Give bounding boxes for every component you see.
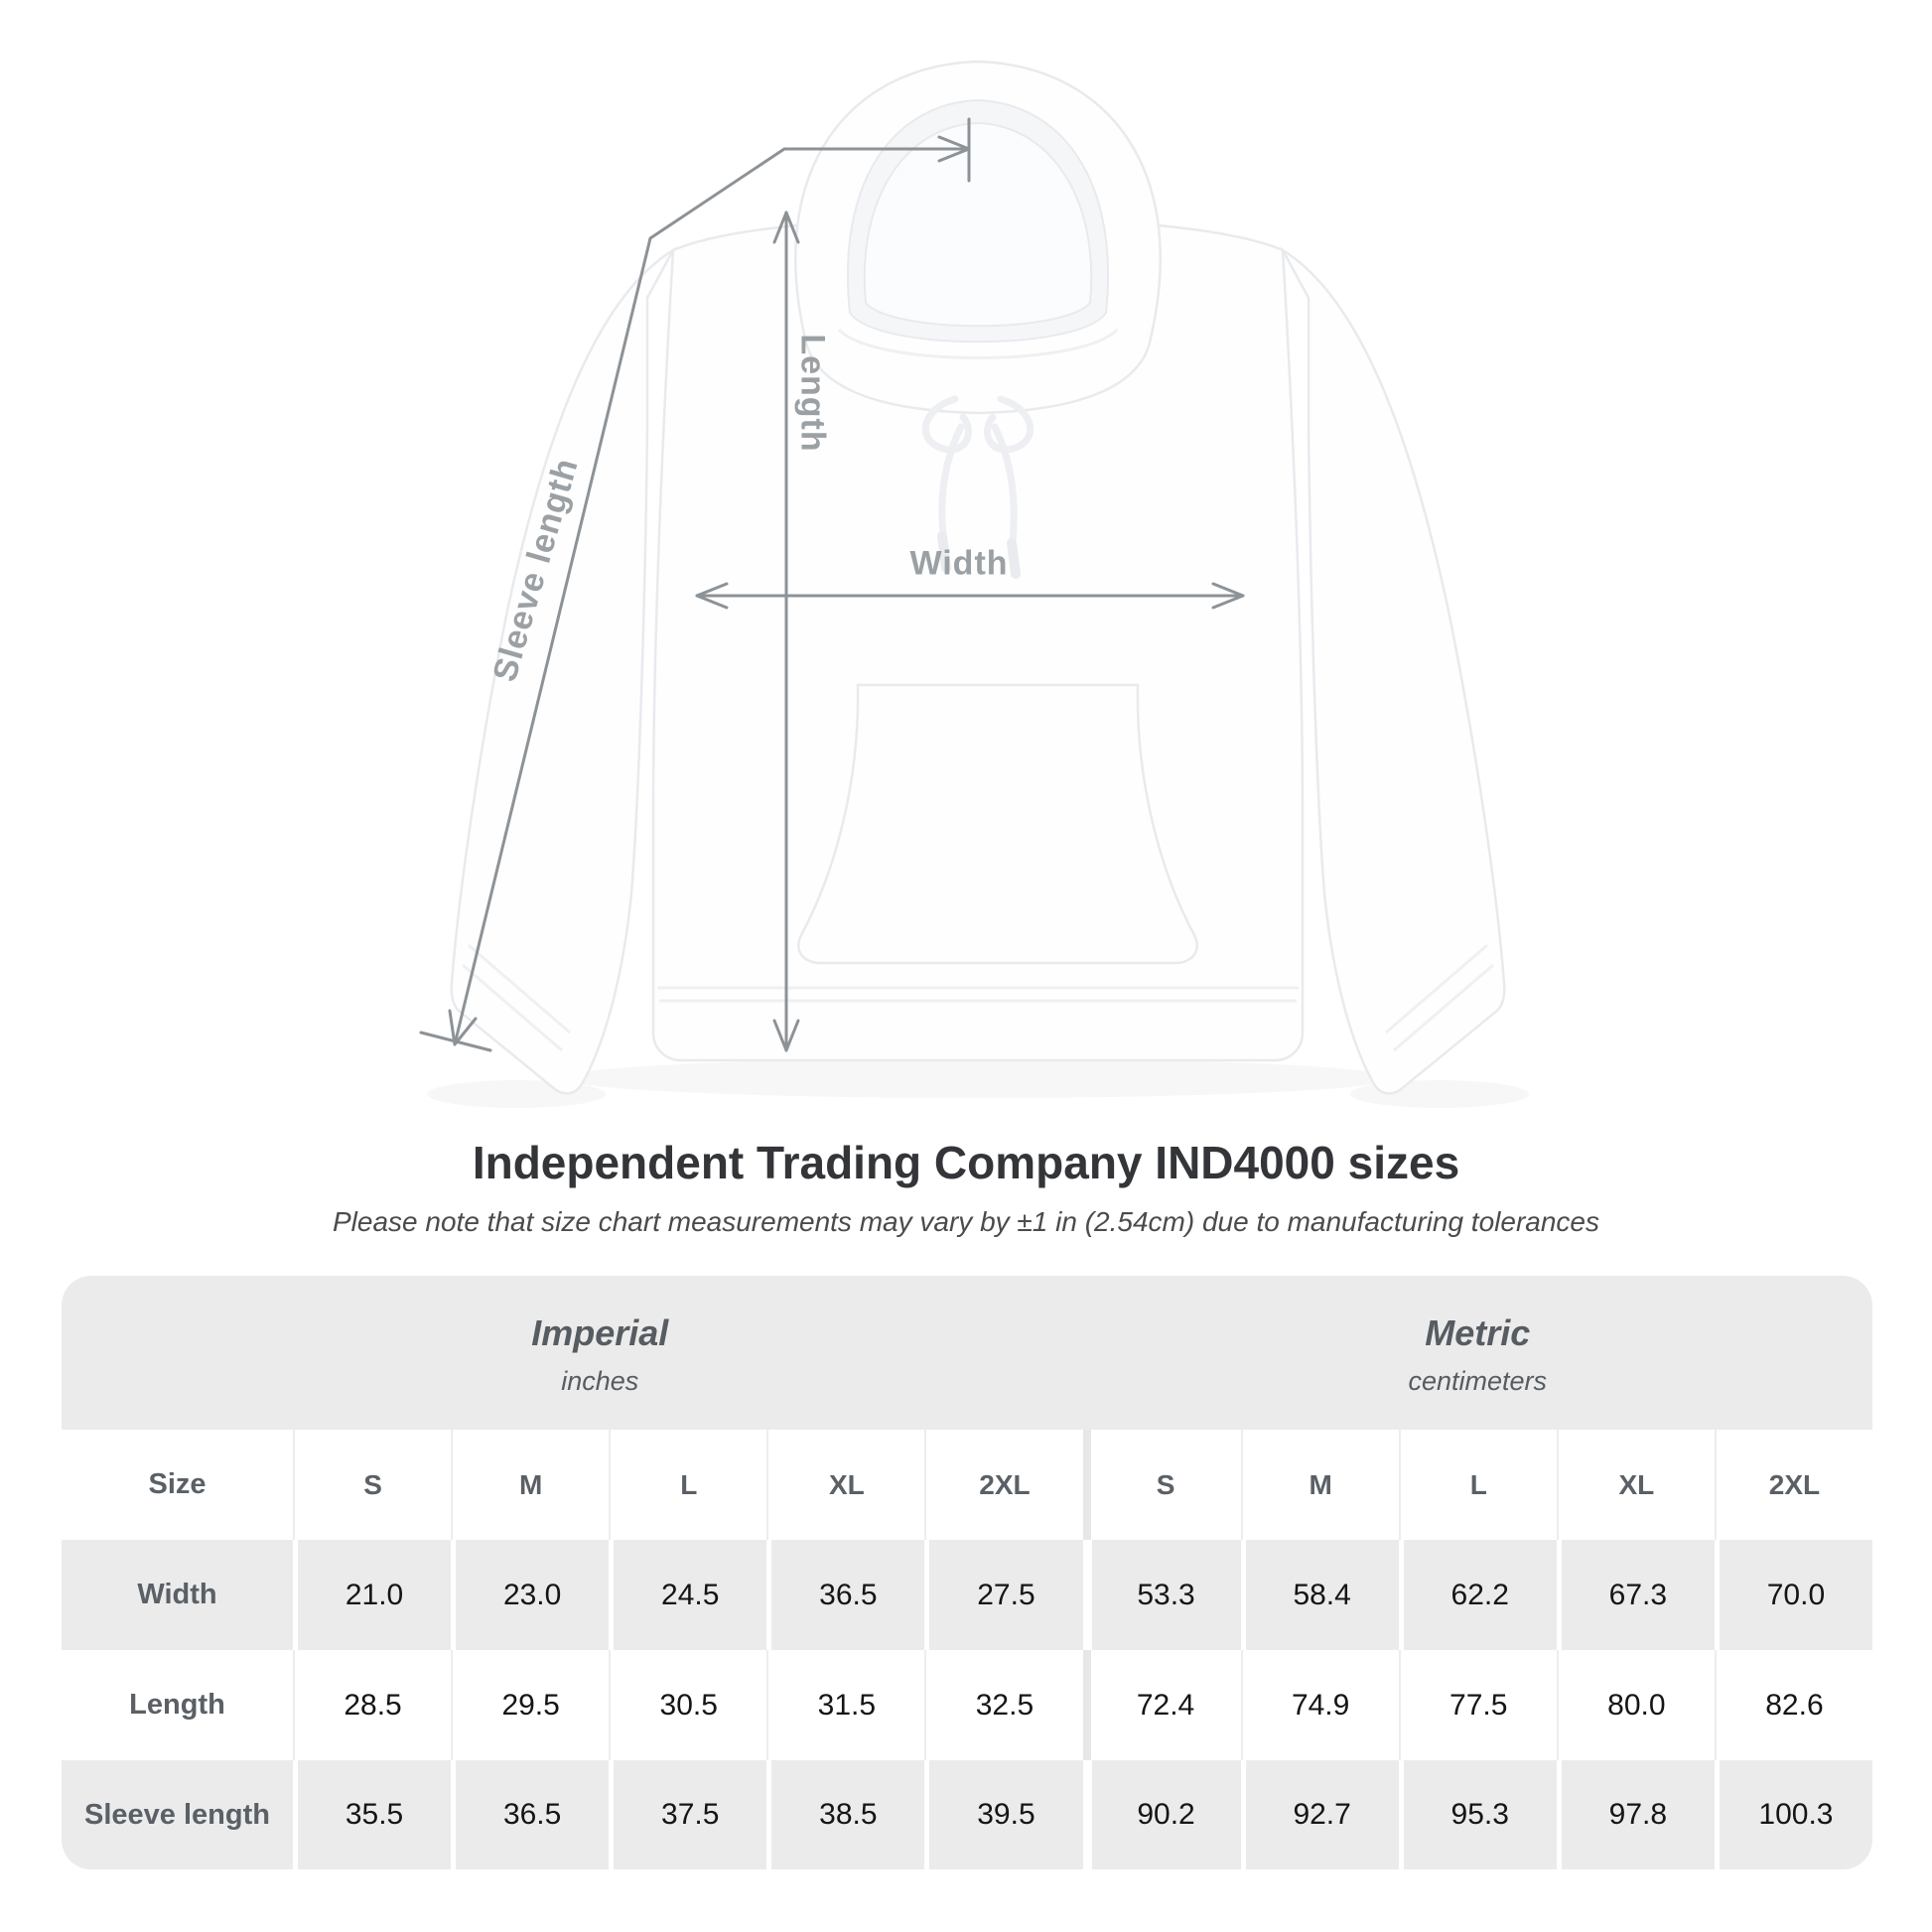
sleeve-metric-m: 92.7 xyxy=(1240,1760,1399,1869)
length-imperial-2xl: 32.5 xyxy=(924,1650,1083,1760)
width-imperial-l: 24.5 xyxy=(609,1540,766,1650)
size-header-imperial-m: M xyxy=(451,1430,610,1540)
row-label-length: Length xyxy=(62,1650,293,1760)
hoodie-illustration xyxy=(419,60,1506,1098)
page-title: Independent Trading Company IND4000 size… xyxy=(472,1137,1460,1188)
metric-label: Metric xyxy=(1425,1312,1531,1353)
length-arrowhead-top xyxy=(772,210,800,244)
row-label-sleeve-length: Sleeve length xyxy=(84,1798,270,1831)
length-metric-2xl: 82.6 xyxy=(1714,1650,1872,1760)
size-header-imperial-2xl: 2XL xyxy=(924,1430,1083,1540)
length-metric-xl: 80.0 xyxy=(1556,1650,1715,1760)
length-metric-s: 72.4 xyxy=(1082,1650,1241,1760)
size-header-metric-s: S xyxy=(1082,1430,1241,1540)
left-cuff-seam xyxy=(468,943,571,1035)
size-column-header: Size xyxy=(62,1430,293,1540)
sleeve-metric-xl: 97.8 xyxy=(1556,1760,1715,1869)
sleeve-metric-2xl: 100.3 xyxy=(1714,1760,1872,1869)
drawstring-left-aglet xyxy=(937,531,951,573)
width-imperial-s: 21.0 xyxy=(293,1540,451,1650)
width-metric-l: 62.2 xyxy=(1398,1540,1557,1650)
hood-front-seam xyxy=(837,328,1119,359)
size-header-metric-xl: XL xyxy=(1556,1430,1715,1540)
length-imperial-l: 30.5 xyxy=(609,1650,767,1760)
garment-shadow xyxy=(561,1058,1395,1098)
length-metric-m: 74.9 xyxy=(1240,1650,1399,1760)
size-header-imperial-xl: XL xyxy=(766,1430,925,1540)
sleeve-metric-l: 95.3 xyxy=(1398,1760,1557,1869)
right-cuff-seam xyxy=(1385,943,1488,1035)
length-imperial-xl: 31.5 xyxy=(766,1650,925,1760)
imperial-unit: inches xyxy=(561,1366,639,1396)
drawstring-right-aglet xyxy=(1007,538,1021,579)
size-header-metric-l: L xyxy=(1398,1430,1557,1540)
sleeve-imperial-m: 36.5 xyxy=(451,1760,609,1869)
measurement-arrows xyxy=(419,117,1245,1052)
size-table: Imperial inches Metric centimeters Size … xyxy=(62,1276,1872,1869)
drawstring-right-loop xyxy=(984,395,1035,454)
sleeve-metric-s: 90.2 xyxy=(1082,1760,1241,1869)
sleeve-line-arrowhead-top xyxy=(937,135,971,163)
sleeve-line-arrowhead-bottom xyxy=(448,1009,478,1046)
size-header-imperial-s: S xyxy=(293,1430,452,1540)
width-imperial-2xl: 27.5 xyxy=(924,1540,1082,1650)
unit-group-metric: Metric centimeters xyxy=(1083,1276,1873,1430)
size-diagram: Length Width Sleeve length xyxy=(419,60,1506,1098)
width-arrowhead-left xyxy=(695,582,729,610)
drawstring-left-cord xyxy=(938,423,965,538)
size-header-metric-2xl: 2XL xyxy=(1714,1430,1872,1540)
sleeve-length-line xyxy=(453,147,971,1046)
width-arrowhead-right xyxy=(1211,582,1245,610)
right-sleeve xyxy=(1279,246,1506,1095)
length-imperial-m: 29.5 xyxy=(451,1650,610,1760)
metric-unit: centimeters xyxy=(1408,1366,1548,1396)
imperial-label: Imperial xyxy=(531,1312,669,1353)
length-arrowhead-bottom xyxy=(772,1019,800,1052)
row-label-width: Width xyxy=(137,1579,217,1610)
sleeve-imperial-l: 37.5 xyxy=(609,1760,766,1869)
width-imperial-m: 23.0 xyxy=(451,1540,609,1650)
left-sleeve xyxy=(450,246,677,1095)
right-cuff-seam-2 xyxy=(1393,963,1494,1052)
sleeve-imperial-s: 35.5 xyxy=(293,1760,451,1869)
length-imperial-s: 28.5 xyxy=(293,1650,452,1760)
unit-group-imperial: Imperial inches xyxy=(62,1276,1083,1430)
width-metric-2xl: 70.0 xyxy=(1714,1540,1872,1650)
drawstring-right-cord xyxy=(991,423,1018,545)
hood-inner-rim xyxy=(863,121,1093,328)
width-metric-m: 58.4 xyxy=(1240,1540,1399,1650)
sleeve-imperial-2xl: 39.5 xyxy=(924,1760,1082,1869)
sleeve-imperial-xl: 38.5 xyxy=(766,1760,924,1869)
width-measurement-label: Width xyxy=(909,544,1009,583)
drawstring-left-loop xyxy=(921,395,972,454)
size-header-metric-m: M xyxy=(1240,1430,1399,1540)
width-imperial-xl: 36.5 xyxy=(766,1540,924,1650)
length-metric-l: 77.5 xyxy=(1398,1650,1557,1760)
left-cuff-seam-2 xyxy=(462,963,563,1052)
tolerance-note: Please note that size chart measurements… xyxy=(333,1206,1599,1237)
width-metric-s: 53.3 xyxy=(1082,1540,1241,1650)
cuff-tick xyxy=(419,1031,492,1052)
length-measurement-label: Length xyxy=(793,334,832,453)
width-metric-xl: 67.3 xyxy=(1556,1540,1715,1650)
size-header-imperial-l: L xyxy=(609,1430,767,1540)
kangaroo-pocket xyxy=(797,683,1198,965)
